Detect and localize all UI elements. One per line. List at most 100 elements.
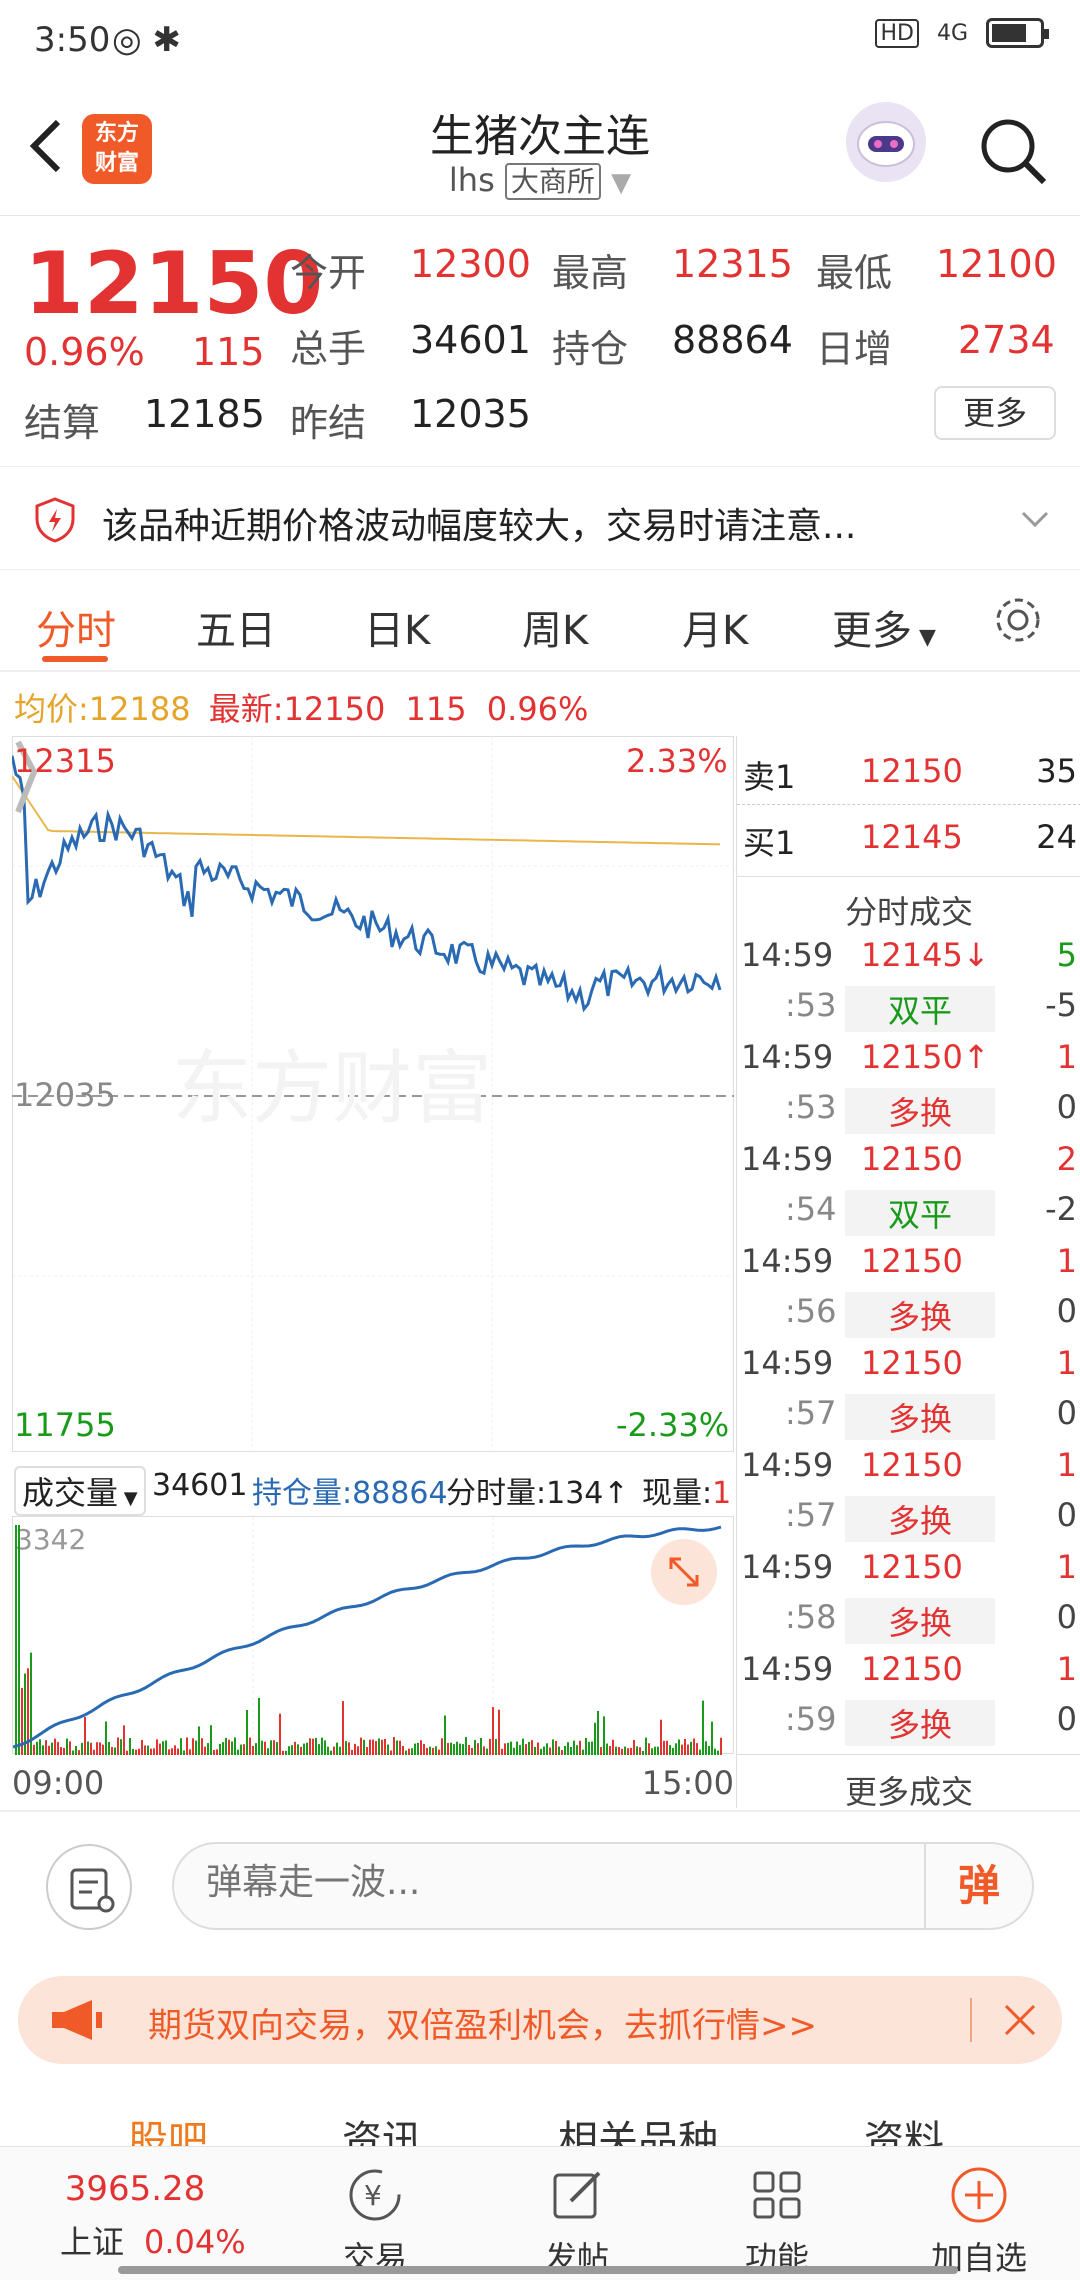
tick-value: 134	[546, 1476, 604, 1511]
settle-label: 结算	[24, 401, 101, 445]
tick-price: 12150	[861, 1650, 963, 1688]
more-quote-button[interactable]: 更多	[934, 386, 1056, 440]
tick-type: 多换	[845, 1394, 995, 1440]
risk-warning-banner[interactable]: 该品种近期价格波动幅度较大，交易时请注意...	[0, 466, 1080, 570]
tick-price: 12145↓	[861, 936, 990, 974]
tick-oi-change: -5	[1045, 986, 1077, 1024]
collapse-handle-icon[interactable]	[15, 740, 38, 814]
open-interest-line	[13, 1525, 722, 1749]
book-divider	[737, 804, 1080, 805]
back-icon[interactable]	[22, 114, 74, 178]
tab-monthly-k[interactable]: 月K	[682, 608, 749, 654]
price-line	[12, 755, 722, 1013]
warning-text: 该品种近期价格波动幅度较大，交易时请注意...	[102, 506, 857, 547]
edit-icon	[553, 2171, 601, 2219]
tick-detail-row: :58 多换 0	[737, 1598, 1080, 1646]
chart-watermark: 东方财富	[172, 1042, 492, 1135]
tick-type: 多换	[845, 1292, 995, 1338]
chart-top-pct: 2.33%	[626, 742, 728, 780]
index-ticker[interactable]: 3965.28 上证 0.04%	[60, 2169, 246, 2263]
danmu-input-wrap: 弹	[172, 1842, 1034, 1930]
change-amount: 115	[192, 330, 265, 374]
volume-selector[interactable]: 成交量 ▼	[14, 1466, 146, 1516]
tick-oi-change: 0	[1056, 1598, 1077, 1636]
caret-down-icon: ▼	[912, 625, 936, 650]
search-icon[interactable]	[976, 114, 1048, 186]
tick-second: :58	[785, 1598, 837, 1636]
tab-related[interactable]: 相关品种	[558, 2118, 718, 2146]
nav-add-watchlist[interactable]: 加自选	[904, 2163, 1054, 2279]
volume-max-label: 3342	[15, 1523, 87, 1556]
tab-profile[interactable]: 资料	[864, 2118, 944, 2146]
chevron-down-icon[interactable]	[1020, 509, 1050, 529]
location-bluetooth-icons: ◎ ✱	[112, 20, 181, 60]
tick-oi-change: 0	[1056, 1496, 1077, 1534]
app-logo[interactable]: 东方 财富	[82, 114, 152, 184]
tick-oi-change: -2	[1045, 1190, 1077, 1228]
danmu-send-button[interactable]: 弹	[924, 1844, 1032, 1928]
nav-post[interactable]: 发帖	[502, 2163, 652, 2279]
volume-value: 34601	[152, 1468, 248, 1503]
buy-1-label: 买1	[743, 824, 796, 862]
tick-detail-row: :57 多换 0	[737, 1394, 1080, 1442]
latest-value: 12150	[283, 690, 386, 728]
promo-banner[interactable]: 期货双向交易，双倍盈利机会，去抓行情>>	[18, 1976, 1062, 2064]
tick-qty: 1	[1056, 1038, 1077, 1076]
avg-price-line	[12, 775, 721, 846]
chart-bottom-price: 11755	[14, 1406, 116, 1444]
index-name: 上证	[60, 2223, 125, 2261]
tick-qty: 1	[1056, 1242, 1077, 1280]
tick-detail-row: :53 双平 -5	[737, 986, 1080, 1034]
status-right: HD 4G	[875, 18, 1049, 48]
tick-qty: 2	[1056, 1140, 1077, 1178]
tick-oi-change: 0	[1056, 1394, 1077, 1432]
logo-line1: 东方	[94, 121, 139, 146]
oi-label: 持仓	[552, 327, 629, 371]
oi-label: 持仓量:88864	[252, 1468, 448, 1512]
intraday-chart[interactable]	[12, 736, 734, 1452]
high-label: 最高	[552, 251, 629, 295]
more-trades-button[interactable]: 更多成交	[737, 1754, 1080, 1811]
tab-weekly-k[interactable]: 周K	[522, 608, 589, 654]
tab-news[interactable]: 资讯	[342, 2118, 422, 2146]
volume-chart[interactable]: 3342	[12, 1516, 734, 1755]
nav-functions[interactable]: 功能	[702, 2163, 852, 2279]
tab-guba[interactable]: 股吧	[128, 2118, 208, 2146]
close-icon[interactable]	[1002, 2002, 1038, 2038]
tick-second: :59	[785, 1700, 837, 1738]
current-volume: 现量:1	[642, 1468, 734, 1512]
contract-subtitle[interactable]: lhs 大商所 ▼	[0, 160, 1080, 200]
tick-type: 多换	[845, 1598, 995, 1644]
contract-code: lhs	[448, 161, 495, 199]
oi-label-text: 持仓量:	[252, 1476, 353, 1511]
prev-settle-label: 昨结	[290, 401, 367, 445]
time-start: 09:00	[12, 1764, 105, 1802]
svg-text:¥: ¥	[364, 2179, 382, 2212]
danmu-settings-icon[interactable]	[46, 1844, 132, 1930]
grid-icon	[753, 2171, 801, 2219]
tick-second: :57	[785, 1496, 837, 1534]
tab-more[interactable]: 更多 ▼	[832, 598, 936, 656]
chart-bottom-pct: -2.33%	[616, 1406, 730, 1444]
tick-price: 12150	[861, 1446, 963, 1484]
robot-assistant-icon[interactable]	[846, 102, 926, 182]
index-pct: 0.04%	[144, 2223, 246, 2261]
tab-intraday[interactable]: 分时	[36, 608, 116, 654]
shield-icon	[35, 497, 75, 543]
tab-five-day[interactable]: 五日	[196, 608, 276, 654]
expand-icon[interactable]	[651, 1539, 717, 1605]
now-label: 现量:	[642, 1476, 713, 1511]
danmu-input[interactable]	[206, 1862, 846, 1903]
intraday-chart-svg: 东方财富	[12, 736, 734, 1452]
tab-daily-k[interactable]: 日K	[364, 608, 431, 654]
nav-trade[interactable]: ¥ 交易	[300, 2163, 450, 2279]
gear-icon[interactable]	[992, 594, 1044, 646]
megaphone-icon	[52, 2000, 102, 2040]
tick-time: 14:59	[741, 1446, 834, 1484]
signal-icon: 4G	[936, 20, 968, 46]
latest-change: 115	[405, 690, 467, 728]
volume-value: 34601	[410, 318, 531, 362]
ticks-title: 分时成交	[737, 876, 1080, 933]
tick-time: 14:59	[741, 1242, 834, 1280]
tick-oi-change: 0	[1056, 1700, 1077, 1738]
